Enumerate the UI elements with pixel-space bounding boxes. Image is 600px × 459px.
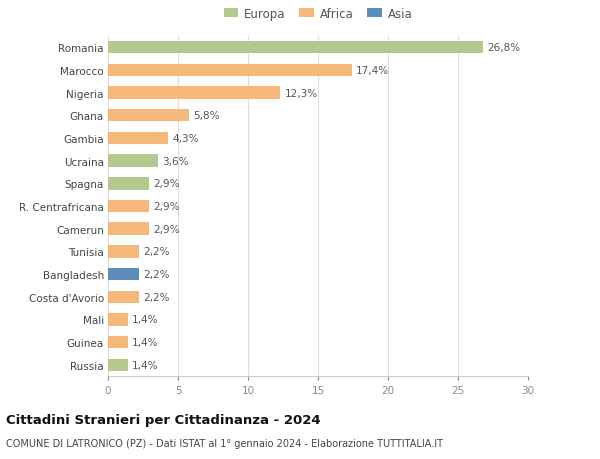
Text: 26,8%: 26,8% bbox=[487, 43, 521, 53]
Legend: Europa, Africa, Asia: Europa, Africa, Asia bbox=[220, 4, 416, 24]
Bar bbox=[108, 110, 189, 122]
Bar bbox=[108, 246, 139, 258]
Bar bbox=[108, 200, 149, 213]
Text: 1,4%: 1,4% bbox=[132, 315, 158, 325]
Bar bbox=[108, 359, 128, 371]
Bar bbox=[108, 155, 158, 168]
Text: 4,3%: 4,3% bbox=[172, 134, 199, 144]
Bar bbox=[108, 291, 139, 303]
Text: 12,3%: 12,3% bbox=[284, 88, 317, 98]
Text: 1,4%: 1,4% bbox=[132, 337, 158, 347]
Text: 2,2%: 2,2% bbox=[143, 292, 170, 302]
Text: 5,8%: 5,8% bbox=[193, 111, 220, 121]
Text: 2,2%: 2,2% bbox=[143, 247, 170, 257]
Bar bbox=[108, 223, 149, 235]
Bar bbox=[108, 64, 352, 77]
Text: 17,4%: 17,4% bbox=[356, 66, 389, 76]
Bar bbox=[108, 87, 280, 100]
Text: 2,2%: 2,2% bbox=[143, 269, 170, 280]
Text: 2,9%: 2,9% bbox=[153, 202, 179, 212]
Text: 1,4%: 1,4% bbox=[132, 360, 158, 370]
Text: 2,9%: 2,9% bbox=[153, 224, 179, 234]
Text: 3,6%: 3,6% bbox=[163, 156, 189, 166]
Bar bbox=[108, 132, 168, 145]
Bar bbox=[108, 313, 128, 326]
Bar bbox=[108, 268, 139, 281]
Bar bbox=[108, 178, 149, 190]
Bar bbox=[108, 336, 128, 349]
Text: Cittadini Stranieri per Cittadinanza - 2024: Cittadini Stranieri per Cittadinanza - 2… bbox=[6, 413, 320, 426]
Text: 2,9%: 2,9% bbox=[153, 179, 179, 189]
Text: COMUNE DI LATRONICO (PZ) - Dati ISTAT al 1° gennaio 2024 - Elaborazione TUTTITAL: COMUNE DI LATRONICO (PZ) - Dati ISTAT al… bbox=[6, 438, 443, 448]
Bar bbox=[108, 42, 483, 54]
